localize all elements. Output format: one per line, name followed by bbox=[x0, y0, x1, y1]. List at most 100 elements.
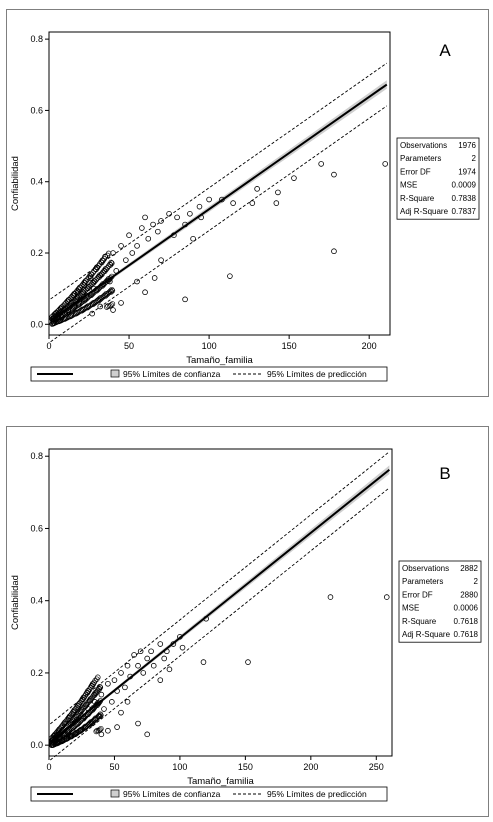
chart-a-stat-name: MSE bbox=[400, 181, 417, 190]
chart-a-data-point bbox=[230, 200, 236, 206]
chart-b-data-point bbox=[94, 701, 100, 708]
chart-b-data-point bbox=[144, 731, 150, 738]
chart-b-y-tick-label: 0.4 bbox=[30, 596, 43, 606]
chart-b-data-point bbox=[135, 662, 141, 669]
chart-panel-b: 0 50 100 150 200 250 0.0 0.2 0.4 0.6 0.8 Tamaño_fam… bbox=[6, 426, 489, 817]
chart-b-fit-line bbox=[49, 468, 391, 743]
chart-a-data-point bbox=[67, 313, 73, 319]
chart-a-y-tick-label: 0.6 bbox=[30, 105, 43, 115]
chart-a-data-point bbox=[182, 296, 188, 303]
chart-a-data-point bbox=[142, 289, 148, 296]
chart-a-x-axis-label: Tamaño_familia bbox=[186, 355, 253, 366]
chart-b-data-point bbox=[97, 726, 103, 733]
chart-a-data-point bbox=[90, 269, 96, 276]
chart-b-data-point bbox=[90, 705, 96, 711]
chart-b-data-point bbox=[137, 648, 144, 655]
chart-b-stats-box bbox=[398, 560, 482, 643]
chart-b-legend-box bbox=[30, 786, 388, 802]
chart-a-data-point bbox=[145, 235, 152, 242]
chart-b-prediction-upper-line bbox=[50, 451, 390, 725]
chart-b-data-point bbox=[65, 715, 72, 721]
chart-a-data-point bbox=[73, 296, 79, 302]
chart-b-data-point bbox=[383, 594, 390, 600]
chart-b-data-point bbox=[86, 697, 93, 704]
chart-a-data-point bbox=[158, 218, 164, 224]
chart-b-data-point bbox=[92, 690, 98, 696]
chart-a-stat-value: 0.0009 bbox=[452, 181, 477, 190]
chart-a-data-point bbox=[150, 221, 156, 228]
chart-a-data-point bbox=[110, 307, 116, 313]
chart-b-data-point bbox=[78, 726, 84, 733]
chart-a-fit-line bbox=[50, 83, 388, 322]
chart-b-data-point bbox=[66, 713, 73, 720]
chart-a-data-point bbox=[331, 171, 337, 178]
chart-a-stat-value: 1976 bbox=[458, 141, 476, 150]
chart-b-data-point bbox=[85, 687, 91, 694]
chart-b-data-point bbox=[63, 736, 69, 742]
chart-b-data-point bbox=[70, 709, 76, 715]
chart-a-data-point bbox=[187, 211, 193, 217]
chart-a-stat-value: 0.7837 bbox=[452, 207, 477, 216]
chart-b-data-point bbox=[87, 695, 94, 702]
chart-b-data-point bbox=[118, 670, 124, 676]
chart-b-data-point bbox=[118, 709, 124, 716]
chart-a-x-tick-label: 0 bbox=[46, 341, 51, 351]
chart-a-data-point bbox=[83, 304, 90, 310]
chart-a-stat-name: R-Square bbox=[400, 194, 435, 203]
chart-b-x-tick-label: 200 bbox=[303, 762, 318, 772]
chart-b-data-point bbox=[157, 677, 164, 683]
chart-b-data-point bbox=[50, 742, 56, 748]
chart-b-data-point bbox=[105, 727, 111, 734]
chart-a-data-point bbox=[318, 161, 324, 167]
chart-b-data-point bbox=[92, 715, 99, 721]
chart-a-data-point bbox=[155, 228, 161, 235]
chart-b-legend-conf-label: 95% Límites de confianza bbox=[123, 789, 221, 799]
chart-a-data-point bbox=[97, 303, 104, 310]
chart-b-data-point bbox=[150, 662, 157, 669]
chart-b-data-point bbox=[140, 670, 147, 676]
chart-a-data-point bbox=[57, 305, 64, 312]
chart-b-y-tick-label: 0.0 bbox=[30, 740, 43, 750]
chart-a-data-point bbox=[88, 271, 94, 277]
chart-b-stat-name: R-Square bbox=[402, 617, 437, 626]
chart-b-stat-value: 2880 bbox=[460, 590, 478, 599]
chart-b-data-point bbox=[82, 723, 89, 730]
chart-a-data-point bbox=[104, 277, 111, 283]
chart-b-x-tick-label: 50 bbox=[109, 762, 119, 772]
chart-b-data-point bbox=[97, 683, 103, 690]
chart-b-data-point bbox=[69, 717, 75, 724]
chart-a-data-point bbox=[99, 257, 106, 263]
chart-a-data-point bbox=[53, 310, 59, 316]
chart-a-data-point bbox=[134, 243, 140, 249]
chart-b-data-point bbox=[161, 655, 168, 662]
chart-a-data-point bbox=[75, 286, 82, 292]
chart-b-data-point bbox=[91, 691, 97, 698]
chart-b-data-point bbox=[179, 644, 186, 651]
chart-a-y-axis-label: Confiabilidad bbox=[10, 156, 21, 211]
chart-b-stat-value: 2882 bbox=[460, 564, 478, 573]
chart-b-data-point bbox=[124, 662, 131, 669]
chart-a-data-point bbox=[158, 257, 164, 263]
chart-a-data-point bbox=[102, 292, 108, 298]
chart-a-data-point bbox=[126, 232, 132, 238]
chart-b-data-point bbox=[80, 713, 86, 720]
chart-b-data-point bbox=[76, 701, 82, 707]
chart-b-stat-name: MSE bbox=[402, 604, 419, 613]
chart-a-data-point bbox=[142, 214, 148, 221]
chart-b-plot-frame bbox=[48, 448, 393, 757]
chart-b-data-point bbox=[75, 702, 81, 709]
chart-a-svg: 0 50 100 150 200 0.0 0.2 0.4 0.6 0.8 Tamaño_famili… bbox=[10, 31, 480, 382]
chart-b-data-point bbox=[157, 641, 164, 647]
chart-a-x-tick-label: 50 bbox=[124, 341, 134, 351]
chart-b-data-point bbox=[148, 648, 154, 655]
chart-a-data-point bbox=[81, 279, 87, 286]
chart-a-data-point bbox=[109, 287, 116, 294]
chart-a-data-point bbox=[100, 281, 106, 287]
chart-b-stat-name: Adj R-Square bbox=[402, 630, 451, 639]
chart-a-data-point bbox=[101, 267, 108, 274]
chart-b-data-point bbox=[96, 712, 103, 719]
chart-a-data-point bbox=[249, 200, 256, 206]
chart-b-data-point bbox=[166, 666, 173, 673]
chart-b-data-point bbox=[131, 652, 137, 658]
chart-b-x-tick-label: 150 bbox=[238, 762, 253, 772]
